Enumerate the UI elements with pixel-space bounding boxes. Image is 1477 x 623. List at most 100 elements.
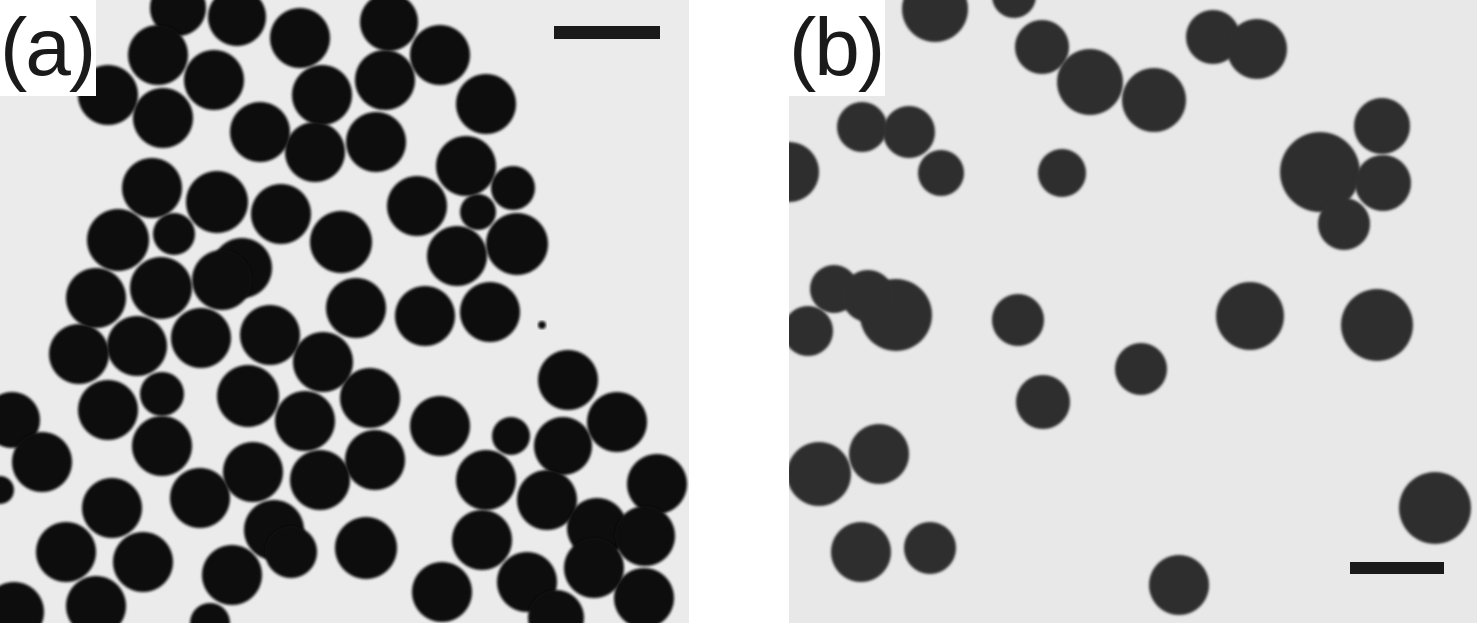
- particle: [293, 332, 353, 392]
- particle: [192, 250, 252, 310]
- particle: [456, 74, 516, 134]
- particle: [1280, 132, 1360, 212]
- particle: [1216, 282, 1284, 350]
- particle: [153, 213, 195, 255]
- particle: [140, 372, 184, 416]
- scale-bar-b: [1350, 562, 1444, 574]
- particle: [1318, 198, 1370, 250]
- particle: [412, 562, 472, 622]
- particle: [883, 106, 935, 158]
- particle: [831, 522, 891, 582]
- particle: [837, 102, 887, 152]
- particle: [1122, 68, 1186, 132]
- particle: [335, 517, 397, 579]
- particle: [517, 470, 577, 530]
- particle: [436, 136, 496, 196]
- particle: [789, 442, 851, 506]
- particle: [1186, 10, 1240, 64]
- particle: [992, 294, 1044, 346]
- particle: [186, 171, 248, 233]
- particle: [789, 142, 819, 202]
- particle: [49, 324, 109, 384]
- particle: [1038, 149, 1086, 197]
- particle: [0, 392, 40, 448]
- particle: [842, 270, 894, 322]
- particle: [918, 150, 964, 196]
- particle: [395, 286, 455, 346]
- particle: [427, 226, 487, 286]
- particle: [538, 350, 598, 410]
- particle: [0, 476, 14, 504]
- micrograph-panel-b: (b): [789, 0, 1477, 623]
- particle: [410, 25, 470, 85]
- particle: [491, 166, 535, 210]
- particle: [410, 396, 470, 456]
- particle: [132, 416, 192, 476]
- particle: [78, 380, 138, 440]
- particle: [251, 184, 311, 244]
- particle: [849, 424, 909, 484]
- particle: [614, 568, 674, 623]
- particle: [615, 506, 675, 566]
- particle: [292, 65, 352, 125]
- particle: [1057, 49, 1123, 115]
- particle: [107, 316, 167, 376]
- micrograph-image-a: [0, 0, 689, 623]
- particle: [0, 582, 44, 623]
- particle: [1341, 289, 1413, 361]
- particle: [1355, 155, 1411, 211]
- particle: [66, 268, 126, 328]
- particle: [460, 194, 496, 230]
- particle: [992, 0, 1036, 18]
- particle: [1016, 375, 1070, 429]
- particle: [310, 211, 372, 273]
- particle: [270, 8, 330, 68]
- particle: [171, 308, 231, 368]
- panel-label-a: (a): [0, 0, 96, 96]
- particle: [456, 450, 516, 510]
- particle: [133, 88, 193, 148]
- particle: [208, 0, 266, 46]
- particle: [240, 305, 300, 365]
- particle: [82, 478, 142, 538]
- particle: [170, 468, 230, 528]
- particle: [128, 25, 188, 85]
- particle: [627, 454, 687, 514]
- particle: [230, 102, 290, 162]
- particle: [202, 545, 262, 605]
- particle: [340, 368, 400, 428]
- particle: [290, 450, 350, 510]
- particle: [587, 392, 647, 452]
- particle: [223, 442, 283, 502]
- particle: [492, 417, 530, 455]
- particle: [902, 0, 968, 42]
- particle: [360, 0, 418, 51]
- particle: [452, 510, 512, 570]
- particle: [113, 532, 173, 592]
- particle: [904, 522, 956, 574]
- particle: [528, 590, 584, 623]
- particle: [190, 603, 230, 623]
- particle: [87, 209, 149, 271]
- particle: [1015, 20, 1069, 74]
- particle: [387, 176, 447, 236]
- micrograph-image-b: [789, 0, 1477, 623]
- scale-bar-a: [554, 26, 660, 39]
- particle: [130, 257, 192, 319]
- particle: [1115, 343, 1167, 395]
- particle: [1399, 472, 1471, 544]
- particle: [538, 321, 546, 329]
- particle: [789, 306, 833, 356]
- particle: [66, 576, 126, 623]
- particle: [275, 391, 335, 451]
- particle: [122, 158, 182, 218]
- particle: [36, 522, 96, 582]
- particle: [184, 50, 244, 110]
- particle: [534, 417, 592, 475]
- particle: [346, 112, 406, 172]
- particle: [217, 365, 279, 427]
- particle: [12, 432, 72, 492]
- particle: [285, 122, 345, 182]
- particle: [345, 430, 405, 490]
- particle: [486, 213, 548, 275]
